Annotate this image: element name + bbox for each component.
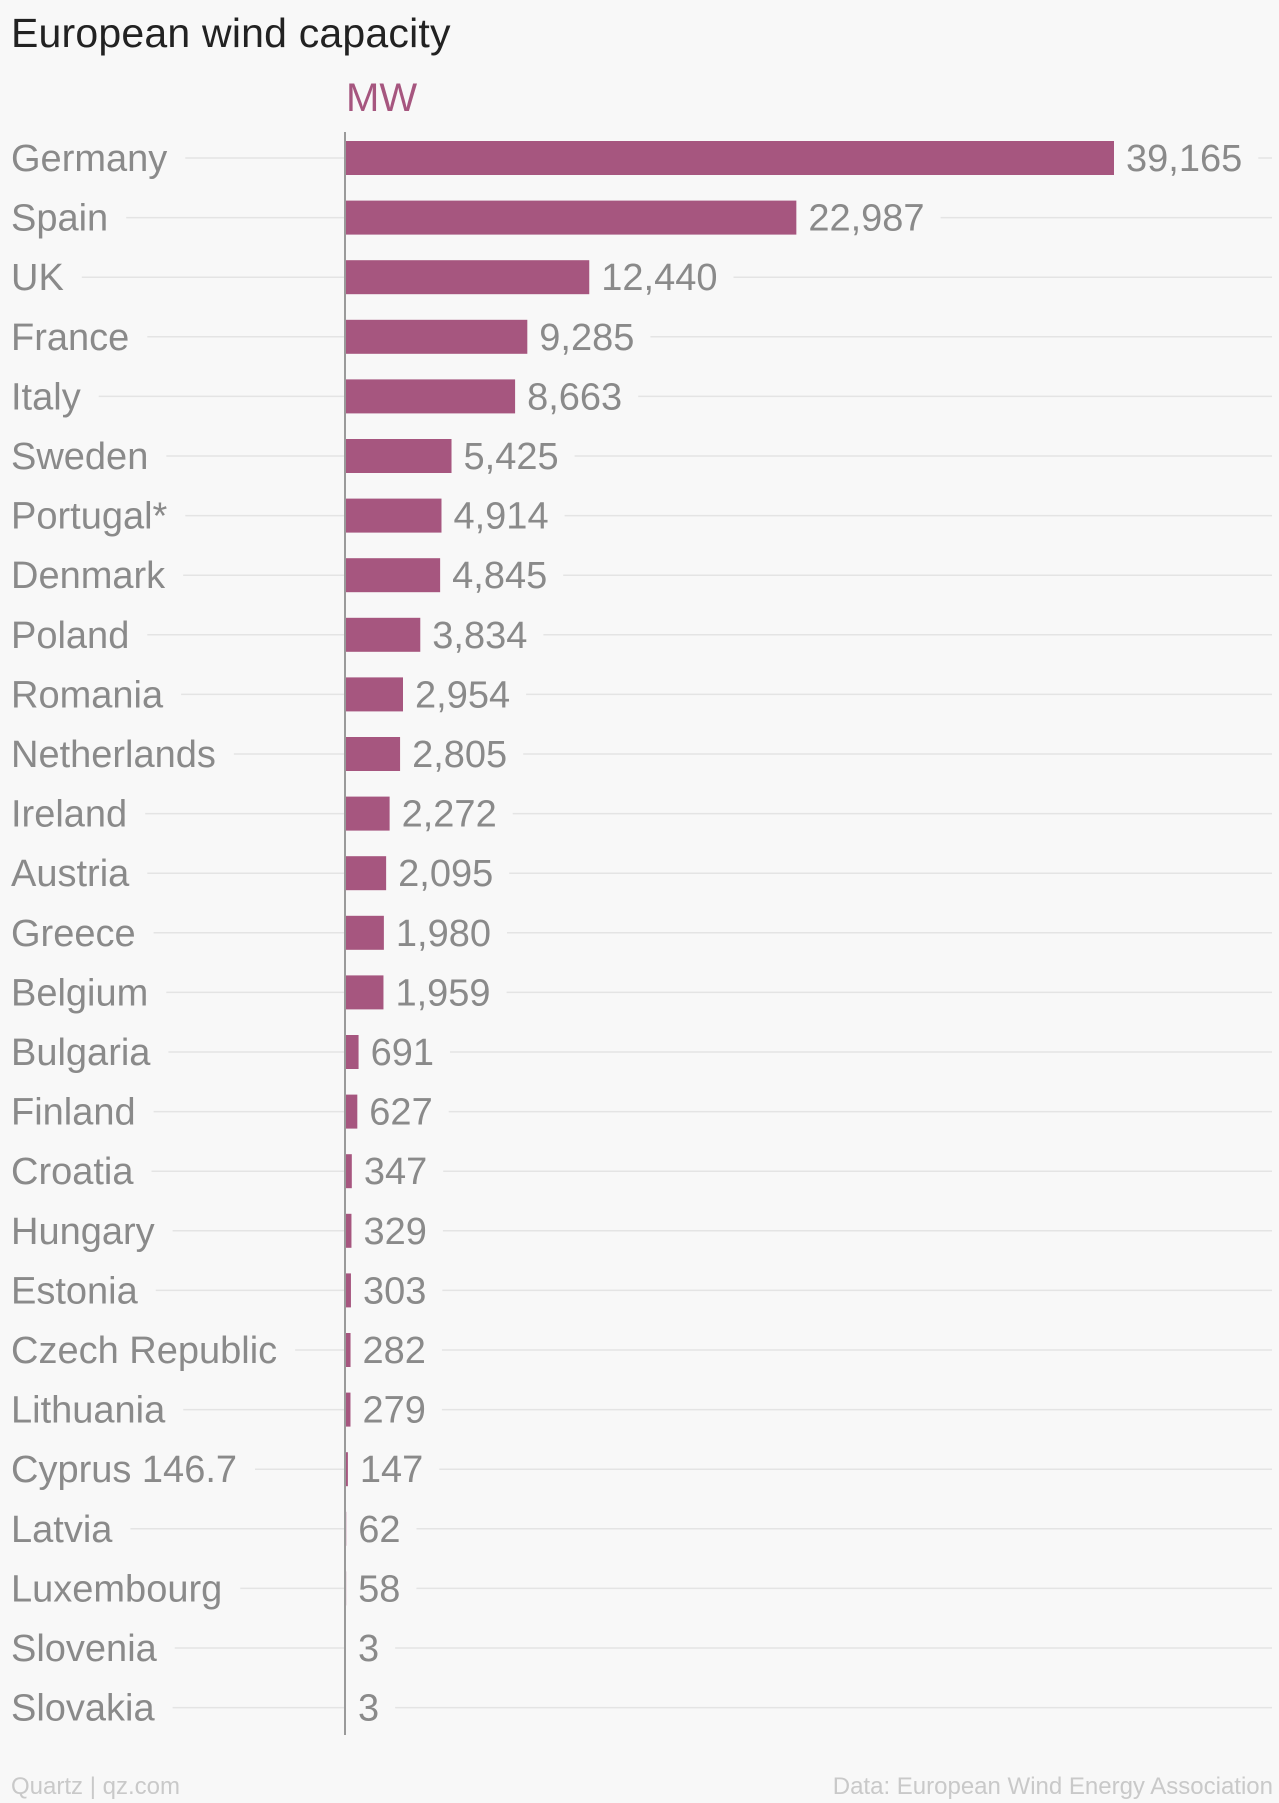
value-label: 279 bbox=[362, 1390, 425, 1432]
bar bbox=[345, 319, 528, 354]
category-label: Netherlands bbox=[11, 734, 216, 776]
bar bbox=[345, 200, 797, 235]
category-label: Ireland bbox=[11, 794, 127, 836]
category-label: Latvia bbox=[11, 1509, 113, 1551]
bar bbox=[345, 1213, 352, 1248]
category-label: UK bbox=[11, 257, 64, 299]
category-label: Sweden bbox=[11, 436, 148, 478]
value-label: 22,987 bbox=[808, 198, 924, 240]
bar bbox=[345, 1392, 351, 1427]
value-label: 627 bbox=[369, 1092, 432, 1134]
value-label: 347 bbox=[364, 1151, 427, 1193]
bar bbox=[345, 975, 384, 1010]
value-label: 12,440 bbox=[601, 257, 717, 299]
bar bbox=[345, 260, 590, 295]
bar bbox=[345, 677, 404, 712]
category-label: Finland bbox=[11, 1092, 136, 1134]
value-label: 4,914 bbox=[453, 496, 548, 538]
value-label: 2,095 bbox=[398, 853, 493, 895]
category-label: Lithuania bbox=[11, 1390, 166, 1432]
category-label: Italy bbox=[11, 376, 81, 418]
value-label: 4,845 bbox=[452, 555, 547, 597]
value-label: 3,834 bbox=[432, 615, 527, 657]
category-label: Spain bbox=[11, 198, 108, 240]
value-label: 282 bbox=[363, 1330, 426, 1372]
category-label: Slovakia bbox=[11, 1688, 155, 1730]
value-label: 5,425 bbox=[464, 436, 559, 478]
value-label: 9,285 bbox=[539, 317, 634, 359]
value-label: 2,805 bbox=[412, 734, 507, 776]
category-label: Greece bbox=[11, 913, 136, 955]
value-label: 3 bbox=[358, 1628, 379, 1670]
category-label: Estonia bbox=[11, 1270, 139, 1312]
bar bbox=[345, 141, 1114, 175]
category-label: Denmark bbox=[11, 555, 166, 597]
category-label: Czech Republic bbox=[11, 1330, 277, 1372]
value-label: 2,272 bbox=[402, 794, 497, 836]
bar bbox=[345, 856, 387, 891]
unit-label: MW bbox=[346, 76, 418, 120]
footer-source-brand: Quartz | qz.com bbox=[11, 1773, 180, 1800]
category-label: Austria bbox=[11, 853, 130, 895]
value-label: 1,980 bbox=[396, 913, 491, 955]
value-label: 147 bbox=[360, 1449, 423, 1491]
category-label: Belgium bbox=[11, 972, 148, 1014]
value-label: 1,959 bbox=[395, 972, 490, 1014]
bar bbox=[345, 796, 390, 831]
category-label: Croatia bbox=[11, 1151, 134, 1193]
value-label: 303 bbox=[363, 1270, 426, 1312]
value-label: 2,954 bbox=[415, 674, 510, 716]
category-label: Hungary bbox=[11, 1211, 155, 1253]
bar bbox=[345, 1452, 348, 1487]
category-label: Slovenia bbox=[11, 1628, 158, 1670]
bar bbox=[345, 498, 442, 533]
category-label: Luxembourg bbox=[11, 1568, 222, 1610]
category-label: Poland bbox=[11, 615, 129, 657]
category-label: Bulgaria bbox=[11, 1032, 151, 1074]
value-label: 62 bbox=[358, 1509, 400, 1551]
value-label: 39,165 bbox=[1126, 138, 1242, 180]
value-label: 3 bbox=[358, 1688, 379, 1730]
bar bbox=[345, 1035, 359, 1069]
category-label: Germany bbox=[11, 138, 167, 180]
bar bbox=[345, 617, 421, 652]
bar bbox=[345, 558, 441, 593]
category-label: France bbox=[11, 317, 129, 359]
bar bbox=[345, 439, 452, 473]
category-label: Cyprus 146.7 bbox=[11, 1449, 237, 1491]
bar bbox=[345, 915, 384, 950]
bar bbox=[345, 1273, 351, 1308]
value-label: 58 bbox=[358, 1568, 400, 1610]
footer-data-credit: Data: European Wind Energy Association bbox=[832, 1773, 1273, 1800]
bar bbox=[345, 1333, 351, 1367]
value-label: 8,663 bbox=[527, 376, 622, 418]
bar bbox=[345, 737, 401, 771]
chart-title: European wind capacity bbox=[11, 10, 451, 56]
value-label: 329 bbox=[363, 1211, 426, 1253]
value-label: 691 bbox=[371, 1032, 434, 1074]
bar bbox=[345, 1094, 358, 1129]
bar bbox=[345, 379, 516, 414]
category-label: Portugal* bbox=[11, 496, 168, 538]
bar bbox=[345, 1154, 352, 1189]
category-label: Romania bbox=[11, 674, 164, 716]
